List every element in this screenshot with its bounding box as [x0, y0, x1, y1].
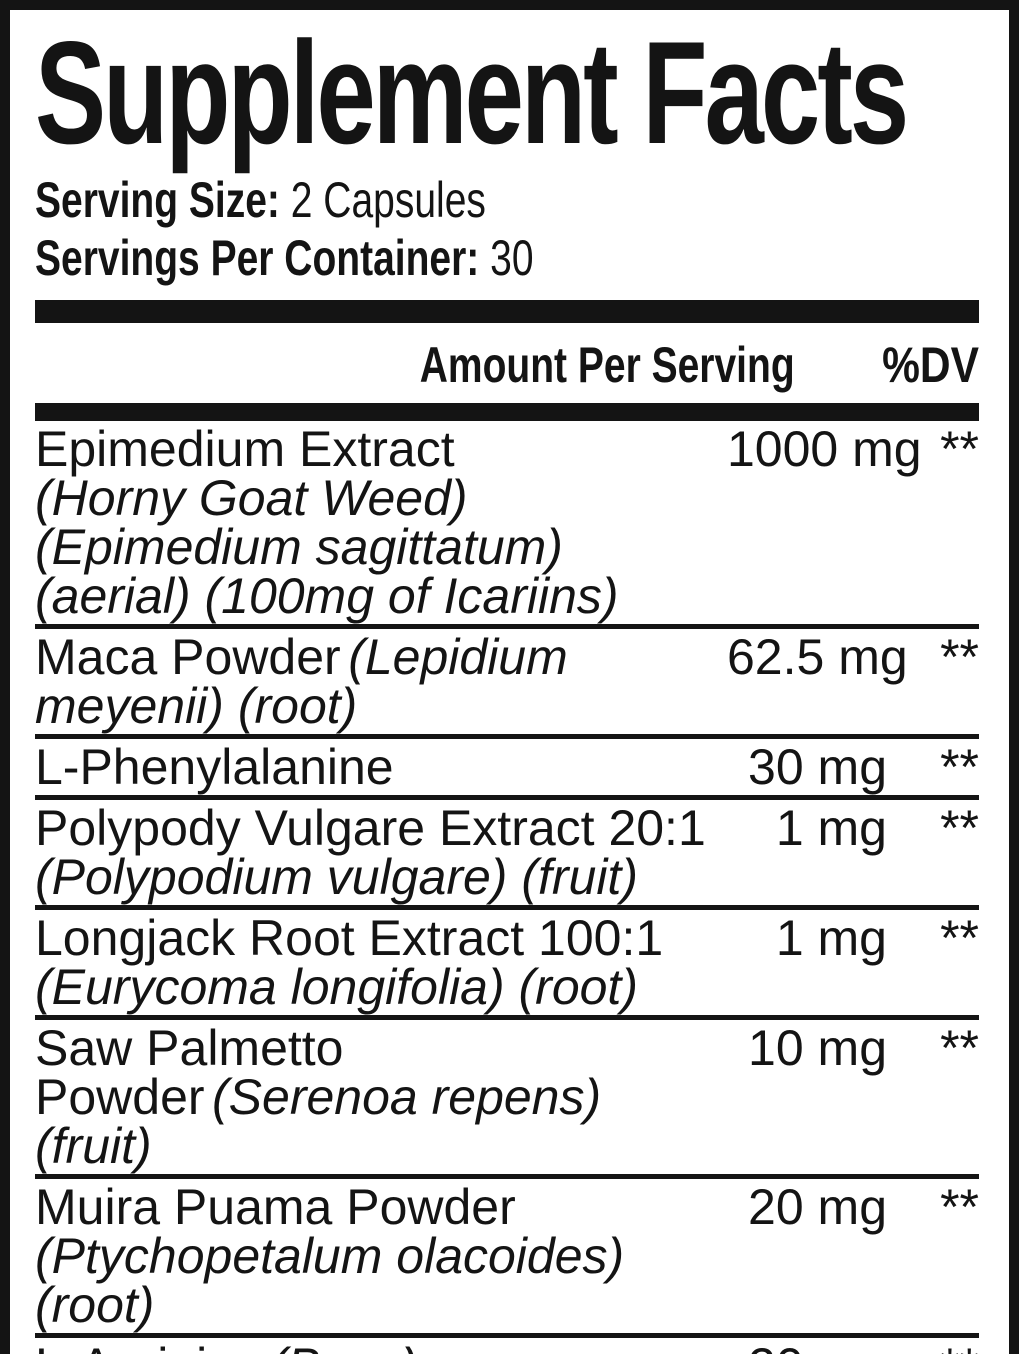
ingredient-name: L-Arginine — [35, 1338, 263, 1354]
ingredient-dv: ** — [940, 1020, 979, 1077]
ingredient-amount: 10 mg — [748, 1020, 887, 1077]
ingredient-row: Saw Palmetto Powder (Serenoa repens) (fru… — [35, 1020, 979, 1174]
ingredient-name-line: Saw Palmetto Powder (Serenoa repens) (fru… — [35, 1023, 727, 1175]
ingredient-main: Polypody Vulgare Extract 20:1 (Polypodiu… — [35, 803, 727, 906]
ingredient-name: Maca Powder — [35, 629, 341, 686]
row-separator — [35, 905, 979, 911]
ingredient-dv: ** — [940, 910, 979, 967]
ingredient-name: Saw Palmetto Powder — [35, 1020, 344, 1126]
ingredient-amount: 30 mg — [748, 739, 887, 796]
ingredient-row: Maca Powder (Lepidium meyenii) (root) 62.… — [35, 629, 979, 734]
column-header-row: Amount Per Serving %DV — [35, 323, 979, 403]
ingredient-row: Muira Puama Powder (Ptychopetalum olacoi… — [35, 1179, 979, 1333]
ingredient-latin: (Lepidium meyenii) (root) — [35, 629, 568, 735]
row-separator — [35, 1174, 979, 1180]
ingredient-row: Epimedium Extract (Horny Goat Weed) (Epi… — [35, 421, 979, 624]
ingredient-sublines: (Ptychopetalum olacoides) (root) — [35, 1228, 727, 1334]
ingredient-subline: (Polypodium vulgare) (fruit) — [35, 849, 638, 906]
header-divider-bar — [35, 403, 979, 422]
ingredient-dv: ** — [940, 739, 979, 796]
ingredient-sublines: (Polypodium vulgare) (fruit) — [35, 849, 727, 906]
ingredient-main: L-Phenylalanine — [35, 742, 727, 792]
row-separator — [35, 624, 979, 630]
ingredient-sublines: (Horny Goat Weed) (Epimedium sagittatum)… — [35, 470, 727, 625]
ingredient-main: Epimedium Extract (Horny Goat Weed) (Epi… — [35, 424, 727, 625]
ingredient-name-line: Maca Powder (Lepidium meyenii) (root) — [35, 632, 727, 731]
serving-size-label: Serving Size: — [35, 172, 280, 229]
ingredient-name-line: L-Arginine (Base) — [35, 1341, 727, 1354]
panel-title: Supplement Facts — [35, 11, 909, 174]
amount-per-serving-header: Amount Per Serving — [420, 337, 796, 394]
row-separator — [35, 1015, 979, 1021]
ingredient-latin: (Serenoa repens) (fruit) — [35, 1069, 602, 1175]
ingredient-amount: 20 mg — [727, 1341, 887, 1354]
ingredient-row: Polypody Vulgare Extract 20:1 (Polypodiu… — [35, 800, 979, 905]
ingredient-dv: ** — [940, 1179, 979, 1236]
ingredient-name: Epimedium Extract — [35, 421, 455, 478]
ingredient-main: L-Arginine (Base) — [35, 1341, 727, 1354]
ingredient-amount: 1000 mg — [727, 421, 922, 478]
ingredient-subline: (aerial) (100mg of Icariins) — [35, 568, 619, 625]
ingredient-name: Longjack Root Extract 100:1 — [35, 910, 664, 967]
ingredient-name-line: Epimedium Extract — [35, 424, 727, 474]
ingredient-main: Muira Puama Powder (Ptychopetalum olacoi… — [35, 1182, 727, 1334]
ingredient-name-line: Polypody Vulgare Extract 20:1 — [35, 803, 727, 853]
ingredient-latin: (Base) — [270, 1338, 417, 1354]
row-separator — [35, 1333, 979, 1339]
row-separator — [35, 734, 979, 740]
servings-per-container-label: Servings Per Container: — [35, 230, 480, 287]
ingredient-main: Maca Powder (Lepidium meyenii) (root) — [35, 632, 727, 731]
ingredient-dv: ** — [940, 800, 979, 857]
ingredient-subline: (Eurycoma longifolia) (root) — [35, 959, 638, 1016]
serving-size-line: Serving Size: 2 Capsules — [35, 172, 771, 228]
ingredient-row: L-Phenylalanine 30 mg ** — [35, 739, 979, 795]
serving-size-value: 2 Capsules — [290, 172, 486, 229]
ingredient-name-line: L-Phenylalanine — [35, 742, 727, 792]
ingredient-main: Saw Palmetto Powder (Serenoa repens) (fru… — [35, 1023, 727, 1175]
ingredient-subline: (Horny Goat Weed) (Epimedium sagittatum) — [35, 470, 563, 576]
ingredient-name: Polypody Vulgare Extract 20:1 — [35, 800, 706, 857]
ingredient-main: Longjack Root Extract 100:1 (Eurycoma lo… — [35, 913, 727, 1016]
ingredient-amount: 1 mg — [775, 800, 887, 857]
ingredient-dv: ** — [940, 629, 979, 686]
ingredient-amount: 62.5 mg — [727, 629, 908, 686]
ingredient-amount: 1 mg — [775, 910, 887, 967]
ingredient-dv: ** — [887, 1341, 979, 1354]
ingredient-amount: 20 mg — [748, 1179, 887, 1236]
ingredient-sublines: (Eurycoma longifolia) (root) — [35, 959, 727, 1016]
ingredient-row: Longjack Root Extract 100:1 (Eurycoma lo… — [35, 910, 979, 1015]
row-separator — [35, 795, 979, 801]
percent-dv-header: %DV — [882, 337, 979, 394]
ingredient-rows: Epimedium Extract (Horny Goat Weed) (Epi… — [35, 421, 979, 1354]
servings-per-container-line: Servings Per Container: 30 — [35, 230, 771, 286]
ingredient-row: L-Arginine (Base) 20 mg ** — [35, 1338, 979, 1354]
ingredient-name-line: Longjack Root Extract 100:1 — [35, 913, 727, 963]
ingredient-name: Muira Puama Powder — [35, 1179, 516, 1236]
ingredient-name: L-Phenylalanine — [35, 739, 394, 796]
ingredient-name-line: Muira Puama Powder — [35, 1182, 727, 1232]
servings-per-container-value: 30 — [490, 230, 534, 287]
top-divider-bar — [35, 300, 979, 324]
ingredient-dv: ** — [940, 421, 979, 478]
ingredient-subline: (Ptychopetalum olacoides) (root) — [35, 1228, 625, 1334]
